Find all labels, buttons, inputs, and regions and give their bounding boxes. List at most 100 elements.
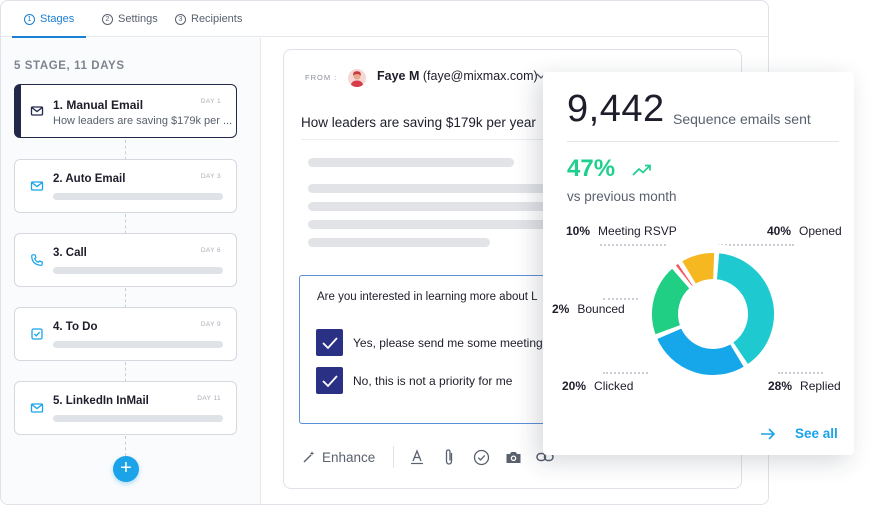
tab-settings[interactable]: 2 Settings [102,1,158,37]
legend-label: Clicked [594,379,634,393]
tab-bar: 1 Stages 2 Settings 3 Recipients [1,1,768,38]
stage-title: 4. To Do [53,321,98,333]
stage-card-linkedin-inmail[interactable]: 5. LinkedIn InMail DAY 11 [14,381,237,435]
stage-title: 3. Call [53,247,87,259]
stage-day: DAY 1 [200,98,221,105]
leader-line [603,372,648,374]
stages-sidebar: 5 STAGE, 11 DAYS 1. Manual Email DAY 1 H… [1,38,261,504]
stage-title: 5. LinkedIn InMail [53,395,149,407]
from-sender[interactable]: Faye M (faye@mixmax.com) [377,69,538,83]
change-label: vs previous month [567,189,677,204]
stage-card-to-do[interactable]: 4. To Do DAY 9 [14,307,237,361]
engagement-donut-chart [643,244,783,384]
stage-day: DAY 6 [200,247,221,254]
stage-summary: 5 STAGE, 11 DAYS [14,60,125,72]
tab-number: 3 [175,13,186,25]
body-placeholder-line [308,220,553,229]
leader-line [778,372,823,374]
subject-divider [301,139,546,140]
magic-wand-icon [303,451,315,463]
poll-option-yes[interactable]: Yes, please send me some meeting [316,329,543,356]
sender-name: Faye M [377,69,420,83]
stage-placeholder-bar [53,267,223,274]
paperclip-icon[interactable] [440,448,458,466]
see-all-label: See all [795,426,838,441]
tab-label: Settings [118,13,158,25]
legend-bounced: 2% Bounced [552,302,625,316]
text-format-icon[interactable] [408,448,426,466]
leader-line [600,244,666,246]
from-label: FROM : [305,73,338,82]
legend-opened: 40% Opened [767,224,842,238]
sender-email: (faye@mixmax.com) [422,69,538,83]
tab-stages[interactable]: 1 Stages [11,1,87,38]
stage-placeholder-bar [53,193,223,200]
tab-number: 1 [24,13,35,25]
poll-block[interactable]: Are you interested in learning more abou… [299,275,559,424]
avatar [348,69,366,87]
donut-slice-opened [714,251,776,367]
stage-card-auto-email[interactable]: 2. Auto Email DAY 3 [14,159,237,213]
poll-question: Are you interested in learning more abou… [317,291,538,303]
body-placeholder-line [308,202,553,211]
change-percent: 47% [567,155,616,182]
see-all-link[interactable]: See all [760,426,838,441]
legend-meeting-rsvp: 10% Meeting RSVP [566,224,677,238]
tab-number: 2 [102,13,113,25]
donut-slice-bounced [673,261,695,289]
envelope-icon [30,106,44,116]
stage-card-manual-email[interactable]: 1. Manual Email DAY 1 How leaders are sa… [14,84,237,138]
check-circle-icon[interactable] [472,448,490,466]
poll-option-no[interactable]: No, this is not a priority for me [316,367,512,394]
legend-value: 20% [562,379,587,393]
stage-connector [125,362,126,382]
phone-icon [31,254,43,266]
leader-line [603,298,638,300]
add-stage-button[interactable]: + [113,456,139,482]
checked-checkbox-icon [316,367,343,394]
legend-label: Replied [800,379,841,393]
stage-subtitle: How leaders are saving $179k per ... [53,115,233,127]
enhance-label: Enhance [322,449,376,465]
donut-slice-clicked [650,266,692,337]
stage-connector [125,140,126,160]
legend-replied: 28% Replied [768,379,841,393]
enhance-button[interactable]: Enhance [302,450,375,465]
body-placeholder-line [308,158,514,167]
toolbar-divider [393,446,395,468]
legend-value: 40% [767,224,792,238]
checkbox-icon [31,328,43,340]
stats-divider [567,141,839,142]
legend-label: Bounced [577,302,625,316]
stage-connector [125,436,126,456]
arrow-right-icon [761,427,776,440]
poll-option-label: Yes, please send me some meeting [353,335,543,350]
poll-option-label: No, this is not a priority for me [353,373,513,388]
stage-placeholder-bar [53,341,223,348]
stage-day: DAY 9 [200,321,221,328]
stage-card-call[interactable]: 3. Call DAY 6 [14,233,237,287]
tab-label: Stages [40,13,75,25]
envelope-icon [30,403,44,413]
emails-sent-count: 9,442 [567,88,665,130]
emails-sent-label: Sequence emails sent [673,111,811,127]
stage-title: 1. Manual Email [53,98,144,112]
envelope-icon [30,181,44,191]
tab-recipients[interactable]: 3 Recipients [175,1,242,37]
email-subject[interactable]: How leaders are saving $179k per year [301,115,536,130]
trend-up-icon [632,164,651,176]
camera-icon[interactable] [504,448,522,466]
legend-label: Meeting RSVP [598,224,677,238]
stage-day: DAY 11 [197,395,221,402]
leader-line [718,244,794,246]
stage-day: DAY 3 [200,173,221,180]
stage-connector [125,288,126,308]
stage-placeholder-bar [53,415,223,422]
legend-label: Opened [799,224,842,238]
body-placeholder-line [308,184,553,193]
sequence-stats-card: 9,442 Sequence emails sent 47% vs previo… [543,72,854,455]
checked-checkbox-icon [316,329,343,356]
stage-title: 2. Auto Email [53,173,126,185]
legend-value: 10% [566,224,591,238]
editor-toolbar: Enhance [302,445,568,469]
